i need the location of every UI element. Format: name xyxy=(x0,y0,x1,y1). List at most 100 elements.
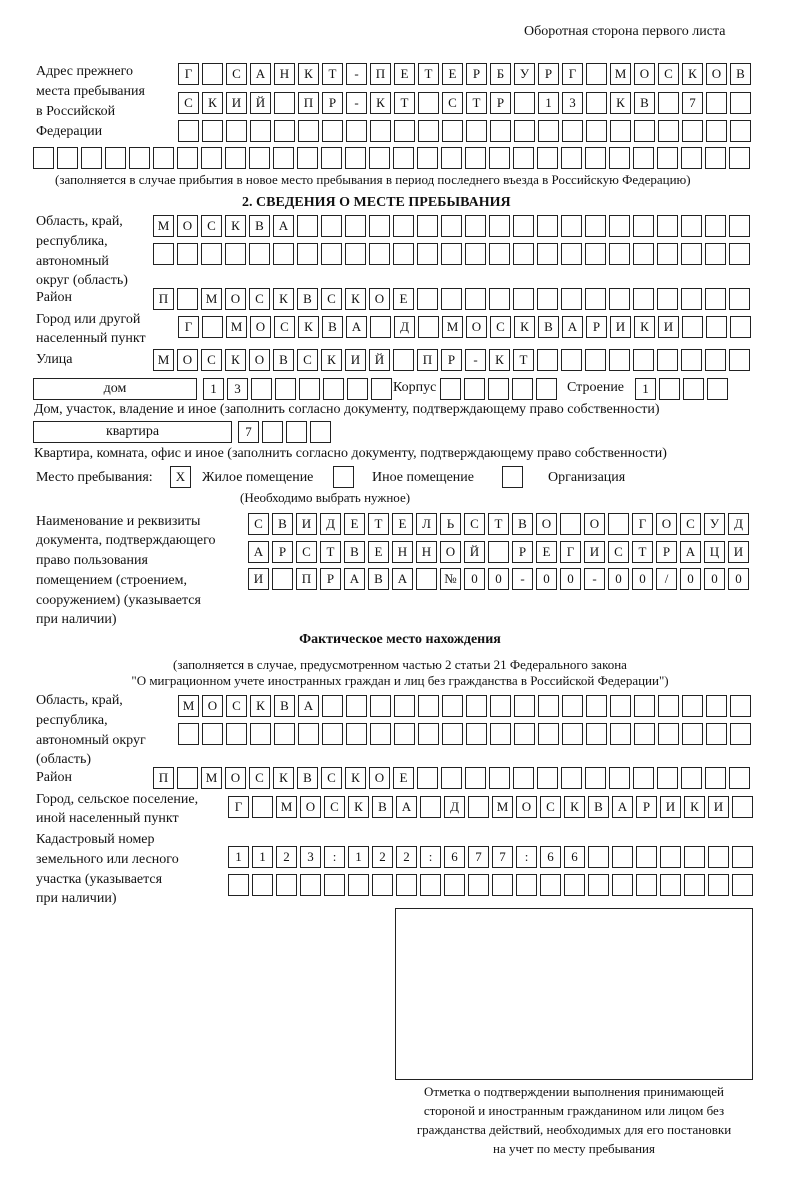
char-cell[interactable] xyxy=(465,215,486,237)
char-cell[interactable] xyxy=(660,874,681,896)
char-cell[interactable] xyxy=(177,767,198,789)
char-cell[interactable]: Й xyxy=(369,349,390,371)
char-cell[interactable] xyxy=(417,147,438,169)
char-cell[interactable] xyxy=(681,349,702,371)
char-cell[interactable] xyxy=(249,243,270,265)
char-cell[interactable]: О xyxy=(369,767,390,789)
char-cell[interactable] xyxy=(323,378,344,400)
char-cell[interactable] xyxy=(490,120,511,142)
char-cell[interactable]: О xyxy=(177,215,198,237)
option-checkbox[interactable] xyxy=(333,466,354,488)
char-cell[interactable] xyxy=(274,92,295,114)
char-cell[interactable]: Е xyxy=(394,63,415,85)
char-cell[interactable] xyxy=(585,349,606,371)
char-cell[interactable] xyxy=(442,120,463,142)
char-cell[interactable] xyxy=(512,378,533,400)
char-cell[interactable] xyxy=(417,767,438,789)
char-cell[interactable]: В xyxy=(297,288,318,310)
char-cell[interactable]: А xyxy=(250,63,271,85)
char-cell[interactable] xyxy=(57,147,78,169)
char-cell[interactable] xyxy=(609,349,630,371)
char-cell[interactable] xyxy=(514,92,535,114)
char-cell[interactable] xyxy=(537,215,558,237)
char-cell[interactable] xyxy=(732,874,753,896)
char-cell[interactable]: О xyxy=(466,316,487,338)
char-cell[interactable] xyxy=(536,378,557,400)
char-cell[interactable] xyxy=(297,215,318,237)
char-cell[interactable] xyxy=(660,846,681,868)
char-cell[interactable]: Р xyxy=(586,316,607,338)
char-cell[interactable] xyxy=(538,723,559,745)
char-cell[interactable] xyxy=(682,120,703,142)
char-cell[interactable]: У xyxy=(704,513,725,535)
char-cell[interactable] xyxy=(683,378,704,400)
char-cell[interactable] xyxy=(418,120,439,142)
char-cell[interactable] xyxy=(297,147,318,169)
char-cell[interactable] xyxy=(560,513,581,535)
char-cell[interactable]: М xyxy=(178,695,199,717)
char-cell[interactable] xyxy=(684,846,705,868)
char-cell[interactable]: С xyxy=(540,796,561,818)
char-cell[interactable]: О xyxy=(536,513,557,535)
char-cell[interactable]: Д xyxy=(394,316,415,338)
char-cell[interactable] xyxy=(633,243,654,265)
char-cell[interactable] xyxy=(492,874,513,896)
char-cell[interactable]: 3 xyxy=(300,846,321,868)
char-cell[interactable] xyxy=(636,846,657,868)
char-cell[interactable] xyxy=(490,695,511,717)
char-cell[interactable] xyxy=(418,316,439,338)
char-cell[interactable] xyxy=(177,147,198,169)
char-cell[interactable] xyxy=(612,846,633,868)
char-cell[interactable]: Е xyxy=(442,63,463,85)
char-cell[interactable] xyxy=(393,147,414,169)
char-cell[interactable] xyxy=(658,723,679,745)
char-cell[interactable] xyxy=(372,874,393,896)
char-cell[interactable]: Т xyxy=(320,541,341,563)
char-cell[interactable] xyxy=(513,215,534,237)
char-cell[interactable]: : xyxy=(324,846,345,868)
char-cell[interactable]: - xyxy=(346,63,367,85)
char-cell[interactable]: С xyxy=(321,288,342,310)
char-cell[interactable]: И xyxy=(728,541,749,563)
char-cell[interactable] xyxy=(464,378,485,400)
char-cell[interactable]: И xyxy=(708,796,729,818)
char-cell[interactable]: В xyxy=(249,215,270,237)
char-cell[interactable] xyxy=(706,316,727,338)
char-cell[interactable]: О xyxy=(584,513,605,535)
char-cell[interactable]: О xyxy=(202,695,223,717)
char-cell[interactable] xyxy=(708,846,729,868)
char-cell[interactable] xyxy=(489,243,510,265)
char-cell[interactable]: С xyxy=(178,92,199,114)
char-cell[interactable] xyxy=(273,147,294,169)
char-cell[interactable] xyxy=(537,767,558,789)
char-cell[interactable] xyxy=(659,378,680,400)
char-cell[interactable]: Ц xyxy=(704,541,725,563)
char-cell[interactable] xyxy=(369,215,390,237)
char-cell[interactable] xyxy=(489,288,510,310)
char-cell[interactable] xyxy=(370,120,391,142)
char-cell[interactable]: Ь xyxy=(440,513,461,535)
char-cell[interactable]: 3 xyxy=(227,378,248,400)
char-cell[interactable]: 2 xyxy=(276,846,297,868)
char-cell[interactable] xyxy=(417,243,438,265)
char-cell[interactable]: С xyxy=(226,63,247,85)
char-cell[interactable] xyxy=(394,723,415,745)
char-cell[interactable]: С xyxy=(296,541,317,563)
char-cell[interactable] xyxy=(730,695,751,717)
char-cell[interactable]: К xyxy=(682,63,703,85)
char-cell[interactable]: 7 xyxy=(238,421,259,443)
char-cell[interactable] xyxy=(658,120,679,142)
char-cell[interactable] xyxy=(682,695,703,717)
char-cell[interactable] xyxy=(465,243,486,265)
char-cell[interactable] xyxy=(729,767,750,789)
char-cell[interactable]: С xyxy=(464,513,485,535)
char-cell[interactable]: Р xyxy=(490,92,511,114)
char-cell[interactable] xyxy=(416,568,437,590)
char-cell[interactable]: 7 xyxy=(492,846,513,868)
char-cell[interactable] xyxy=(633,147,654,169)
char-cell[interactable] xyxy=(633,767,654,789)
char-cell[interactable] xyxy=(706,92,727,114)
char-cell[interactable]: Е xyxy=(392,513,413,535)
char-cell[interactable] xyxy=(129,147,150,169)
char-cell[interactable] xyxy=(609,767,630,789)
